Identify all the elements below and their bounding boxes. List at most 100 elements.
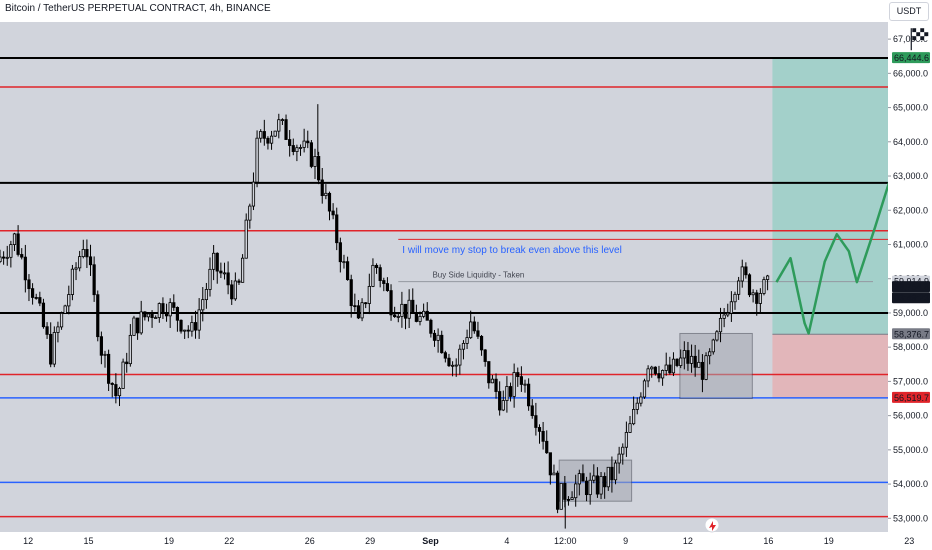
candle-body bbox=[45, 326, 49, 335]
candle-body bbox=[584, 480, 589, 496]
candle-body bbox=[393, 314, 397, 318]
candle-body bbox=[244, 219, 248, 259]
candle-body bbox=[204, 289, 208, 301]
candle-body bbox=[49, 333, 53, 365]
candle-body bbox=[331, 210, 335, 216]
candle-body bbox=[715, 331, 719, 341]
logo-bolt bbox=[709, 521, 716, 531]
candle-body bbox=[744, 266, 748, 276]
currency-button[interactable]: USDT bbox=[889, 2, 929, 21]
candle-body bbox=[487, 361, 491, 384]
candle-body bbox=[396, 316, 400, 318]
candle-body bbox=[378, 267, 382, 281]
candle-body bbox=[689, 355, 694, 364]
candle-body bbox=[277, 119, 281, 132]
candle-body bbox=[479, 335, 484, 351]
y-tick-label: 53,000.0 bbox=[893, 513, 928, 523]
price-label-text: 58,376.7 bbox=[894, 329, 929, 339]
candle-body bbox=[675, 358, 679, 366]
candle-body bbox=[653, 366, 657, 374]
candle-body bbox=[595, 475, 600, 495]
candle-body bbox=[34, 297, 38, 299]
candle-body bbox=[443, 352, 447, 359]
candle-body bbox=[660, 370, 665, 379]
candle-body bbox=[545, 440, 549, 454]
candle-body bbox=[621, 446, 625, 455]
candle-body bbox=[0, 256, 2, 262]
candle-body bbox=[755, 292, 759, 304]
candle-body bbox=[280, 119, 285, 122]
y-tick-label: 59,000.0 bbox=[893, 308, 928, 318]
annotation-lines bbox=[398, 238, 932, 283]
price-label-box bbox=[892, 281, 930, 293]
candle-body bbox=[639, 396, 643, 404]
time-axis[interactable]: 12 15 19 22 26 29 Sep 4 12:00 9 12 16 19 23 bbox=[0, 532, 932, 550]
candle-body bbox=[726, 312, 730, 316]
candle-body bbox=[172, 302, 176, 308]
candle-body bbox=[570, 497, 574, 500]
candle-body bbox=[92, 264, 96, 296]
candle-body bbox=[12, 233, 17, 245]
candle-body bbox=[671, 358, 676, 374]
horizontal-levels bbox=[0, 56, 888, 518]
candle-body bbox=[208, 268, 212, 290]
candle-body bbox=[63, 305, 67, 314]
candle-body bbox=[501, 400, 505, 411]
candle-body bbox=[103, 353, 107, 356]
candle-body bbox=[566, 498, 571, 501]
candle-body bbox=[161, 303, 165, 314]
candle-body bbox=[447, 357, 451, 367]
candle-body bbox=[81, 249, 85, 258]
candle-body bbox=[154, 317, 158, 319]
candle-body bbox=[599, 476, 603, 495]
candle-body bbox=[389, 290, 393, 316]
candle-body bbox=[664, 364, 668, 371]
flag-square bbox=[916, 32, 921, 37]
candle-body bbox=[175, 307, 180, 321]
candle-body bbox=[219, 270, 223, 274]
candle-body bbox=[157, 303, 161, 318]
candle-body bbox=[450, 364, 455, 367]
candle-body bbox=[635, 402, 639, 410]
candle-body bbox=[215, 252, 219, 272]
candle-body bbox=[458, 348, 462, 366]
candle-body bbox=[537, 427, 542, 432]
price-label-text: 66,444.6 bbox=[894, 53, 929, 63]
candle-body bbox=[577, 473, 581, 485]
candle-body bbox=[56, 326, 60, 333]
candle-body bbox=[121, 361, 125, 389]
candle-body bbox=[132, 317, 136, 336]
candle-body bbox=[143, 311, 147, 318]
price-axis[interactable]: 53,000.0 54,000.0 55,000.0 56,000.0 57,000.0… bbox=[888, 0, 932, 550]
candle-body bbox=[436, 334, 440, 341]
flag-square bbox=[912, 36, 917, 41]
candle-body bbox=[233, 280, 237, 300]
candle-body bbox=[422, 310, 426, 317]
candle-body bbox=[407, 299, 411, 319]
candle-body bbox=[110, 382, 114, 385]
tradingview-logo-icon bbox=[704, 517, 720, 533]
candle-body bbox=[356, 305, 361, 319]
x-tick-label: 12 bbox=[683, 536, 693, 546]
candle-body bbox=[668, 364, 672, 374]
y-tick-label: 54,000.0 bbox=[893, 479, 928, 489]
candle-body bbox=[295, 147, 299, 152]
candle-body bbox=[610, 466, 614, 481]
candle-body bbox=[273, 130, 277, 137]
candle-body bbox=[751, 292, 755, 296]
candle-body bbox=[519, 376, 523, 385]
consolidation-box bbox=[679, 332, 753, 400]
flag-square bbox=[924, 32, 929, 37]
candle-body bbox=[2, 256, 6, 259]
candle-body bbox=[338, 242, 342, 263]
candle-body bbox=[505, 386, 509, 401]
candle-body bbox=[682, 350, 686, 359]
candle-body bbox=[440, 334, 444, 354]
candle-body bbox=[27, 279, 31, 290]
candle-body bbox=[313, 155, 317, 167]
annotation-text: Buy Side Liquidity - Taken bbox=[432, 270, 524, 279]
candle-body bbox=[740, 266, 744, 282]
y-tick-label: 57,000.0 bbox=[893, 376, 928, 386]
